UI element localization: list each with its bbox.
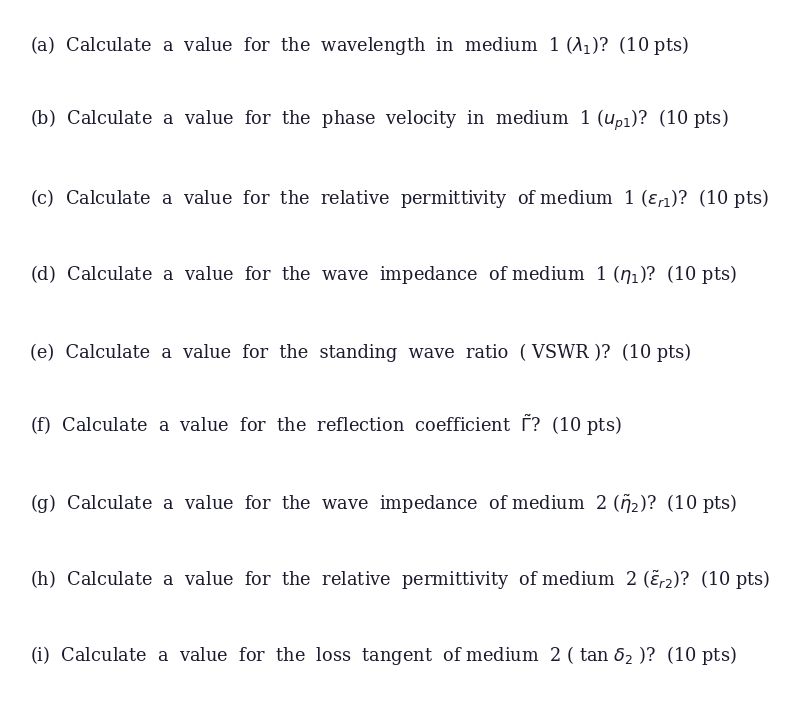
- Text: (e)  Calculate  a  value  for  the  standing  wave  ratio  ( VSWR )?  (10 pts): (e) Calculate a value for the standing w…: [30, 344, 692, 362]
- Text: (a)  Calculate  a  value  for  the  wavelength  in  medium  1 ($\lambda_1$)?  (1: (a) Calculate a value for the wavelength…: [30, 34, 689, 57]
- Text: (h)  Calculate  a  value  for  the  relative  permittivity  of medium  2 ($\tild: (h) Calculate a value for the relative p…: [30, 568, 771, 591]
- Text: (c)  Calculate  a  value  for  the  relative  permittivity  of medium  1 ($\vare: (c) Calculate a value for the relative p…: [30, 187, 769, 210]
- Text: (g)  Calculate  a  value  for  the  wave  impedance  of medium  2 ($\tilde{\eta}: (g) Calculate a value for the wave imped…: [30, 492, 737, 515]
- Text: (i)  Calculate  a  value  for  the  loss  tangent  of medium  2 ( tan $\delta_2$: (i) Calculate a value for the loss tange…: [30, 645, 737, 667]
- Text: (d)  Calculate  a  value  for  the  wave  impedance  of medium  1 ($\eta_1$)?  (: (d) Calculate a value for the wave imped…: [30, 263, 737, 286]
- Text: (f)  Calculate  a  value  for  the  reflection  coefficient  $\tilde{\Gamma}$?  : (f) Calculate a value for the reflection…: [30, 413, 622, 438]
- Text: (b)  Calculate  a  value  for  the  phase  velocity  in  medium  1 ($u_{p1}$)?  : (b) Calculate a value for the phase velo…: [30, 108, 729, 133]
